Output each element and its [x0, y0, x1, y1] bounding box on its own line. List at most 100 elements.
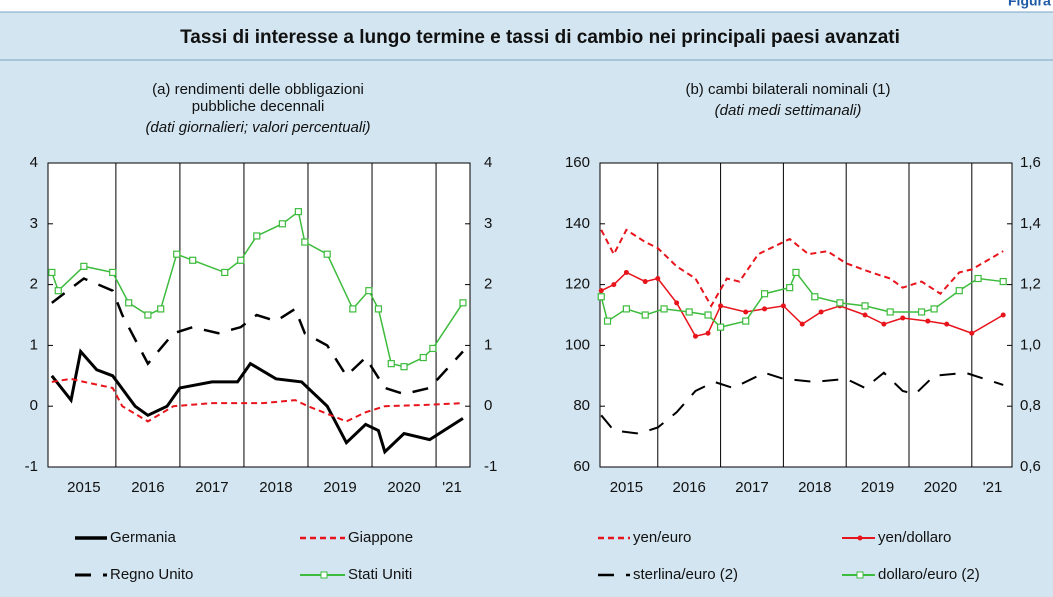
marker [881, 321, 887, 327]
x-tick-label: 2018 [798, 479, 831, 496]
marker [762, 306, 768, 312]
marker [799, 321, 805, 327]
y2-tick-label: 3 [484, 215, 492, 232]
marker [944, 321, 950, 327]
marker [253, 232, 261, 240]
x-tick-label: '21 [442, 479, 462, 496]
plot-area [599, 162, 1013, 468]
marker [742, 317, 750, 325]
marker [374, 305, 383, 313]
marker [925, 318, 931, 324]
marker [323, 250, 331, 258]
y2-tick-label: 1,6 [1020, 154, 1041, 171]
chart-subtitle: (dati giornalieri; valori percentuali) [145, 119, 370, 136]
marker [886, 308, 894, 316]
chart-title: pubbliche decennali [192, 98, 325, 115]
y-tick-label: 100 [565, 336, 590, 353]
marker [861, 302, 869, 310]
marker [718, 303, 724, 309]
x-tick-label: 2016 [131, 479, 164, 496]
y-tick-label: 0 [30, 397, 38, 414]
legend-label: Germania [110, 529, 177, 546]
marker [641, 311, 649, 319]
legend-label: Regno Unito [110, 566, 193, 583]
y-tick-label: 160 [565, 154, 590, 171]
x-tick-label: 2015 [610, 479, 643, 496]
y2-tick-label: 0,8 [1020, 397, 1041, 414]
marker [419, 353, 427, 362]
marker [349, 305, 357, 313]
series-line [600, 228, 1004, 308]
y2-tick-label: -1 [484, 458, 497, 475]
marker [704, 311, 712, 319]
marker [674, 300, 680, 306]
marker [692, 333, 698, 339]
legend-label: Giappone [348, 529, 413, 546]
marker [294, 208, 302, 216]
marker [301, 238, 309, 246]
y-tick-label: 60 [573, 458, 590, 475]
marker [189, 256, 197, 264]
marker [705, 330, 711, 336]
marker [125, 299, 133, 307]
marker [611, 282, 617, 288]
y2-tick-label: 1,0 [1020, 336, 1041, 353]
marker [999, 277, 1007, 286]
y2-tick-label: 1,4 [1020, 215, 1041, 232]
y-tick-label: -1 [25, 458, 38, 475]
x-tick-label: 2019 [861, 479, 894, 496]
top-strip [0, 0, 1053, 12]
x-tick-label: 2017 [735, 479, 768, 496]
marker [917, 308, 926, 316]
figure-label: Figura 1 [1008, 0, 1053, 9]
marker [622, 305, 630, 313]
y-tick-label: 1 [30, 336, 38, 353]
marker [792, 268, 800, 277]
y2-tick-label: 4 [484, 154, 492, 171]
marker [237, 256, 245, 264]
series-line [600, 271, 1004, 338]
y-tick-label: 120 [565, 276, 590, 293]
chart-subtitle: (dati medi settimanali) [715, 102, 862, 119]
marker [760, 290, 769, 298]
series-line [600, 371, 1004, 435]
marker [786, 284, 794, 292]
marker [836, 299, 844, 307]
marker [780, 303, 786, 309]
marker [818, 309, 824, 315]
legend-label: Stati Uniti [348, 566, 412, 583]
x-tick-label: 2018 [259, 479, 292, 496]
y-tick-label: 2 [30, 276, 38, 293]
marker [459, 299, 467, 307]
x-tick-label: 2020 [924, 479, 957, 496]
x-tick-label: 2016 [672, 479, 705, 496]
main-title: Tassi di interesse a lungo termine e tas… [180, 27, 900, 48]
x-tick-label: 2020 [387, 479, 420, 496]
marker [603, 317, 612, 325]
legend-label: dollaro/euro (2) [878, 566, 980, 583]
chart-title: (a) rendimenti delle obbligazioni [152, 81, 364, 98]
legend-marker [320, 571, 328, 579]
y-tick-label: 3 [30, 215, 38, 232]
x-tick-label: 2017 [195, 479, 228, 496]
marker [157, 305, 165, 313]
y2-tick-label: 2 [484, 276, 492, 293]
marker [221, 268, 229, 277]
y-tick-label: 80 [573, 397, 590, 414]
y2-tick-label: 1 [484, 336, 492, 353]
marker [716, 323, 725, 331]
x-tick-label: 2019 [323, 479, 356, 496]
legend-label: sterlina/euro (2) [633, 566, 738, 583]
y-tick-label: 4 [30, 154, 38, 171]
marker [387, 360, 395, 368]
marker [173, 250, 181, 258]
y2-tick-label: 1,2 [1020, 276, 1041, 293]
chart-title: (b) cambi bilaterali nominali (1) [685, 81, 890, 98]
marker [54, 287, 62, 295]
marker [48, 268, 56, 277]
legend-label: yen/euro [633, 529, 691, 546]
y-tick-label: 140 [565, 215, 590, 232]
marker [598, 288, 604, 294]
